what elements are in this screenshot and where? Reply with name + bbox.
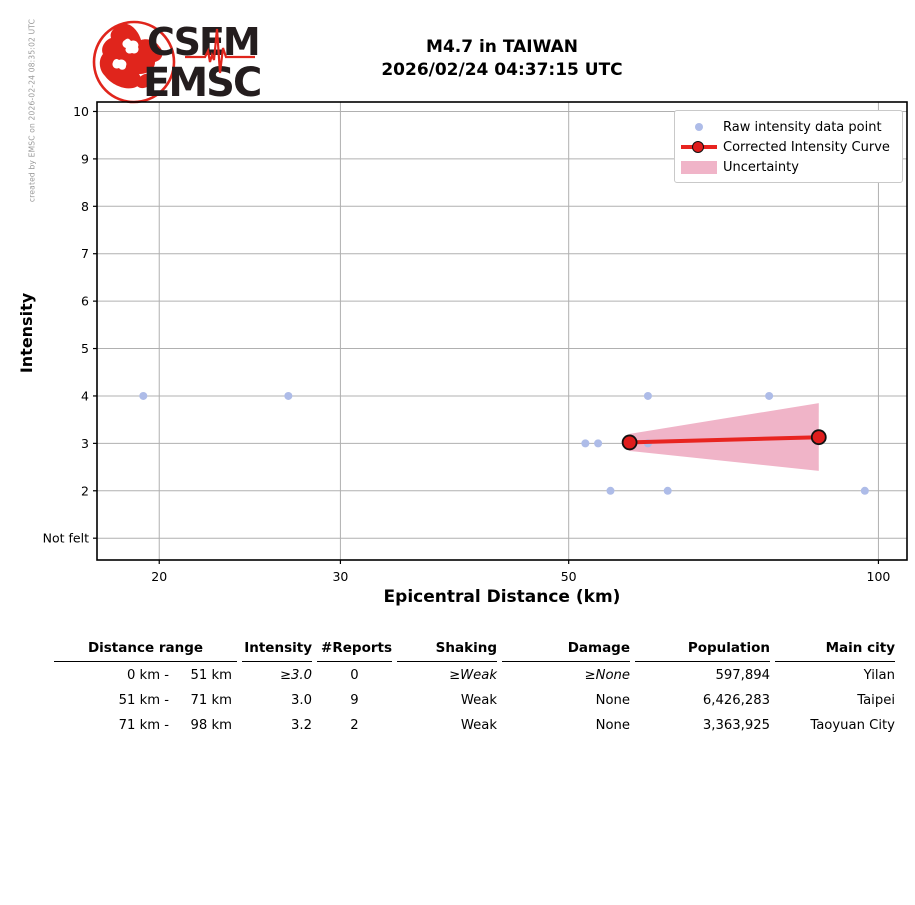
- cell-shaking: Weak: [460, 718, 497, 733]
- cell-population: 597,894: [715, 668, 770, 683]
- legend-item-uncertainty: Uncertainty: [675, 157, 902, 177]
- y-axis-label: Intensity: [17, 292, 36, 374]
- legend-item-curve: Corrected Intensity Curve: [675, 137, 902, 157]
- cell-distance-to: 71 km: [190, 693, 232, 708]
- header-main-city: Main city: [775, 638, 895, 662]
- cell-reports: 9: [350, 693, 359, 708]
- header-population: Population: [635, 638, 770, 662]
- svg-text:3: 3: [81, 436, 89, 451]
- legend-raw-label: Raw intensity data point: [723, 119, 882, 135]
- cell-reports: 0: [350, 668, 359, 683]
- header-intensity: Intensity: [242, 638, 312, 662]
- header-shaking: Shaking: [397, 638, 497, 662]
- svg-text:50: 50: [561, 569, 577, 584]
- svg-text:2: 2: [81, 483, 89, 498]
- cell-distance-to: 98 km: [190, 718, 232, 733]
- svg-text:100: 100: [867, 569, 891, 584]
- seismogram-icon: [185, 28, 255, 74]
- svg-text:10: 10: [73, 104, 89, 119]
- cell-main-city: Taoyuan City: [810, 718, 895, 733]
- page-title: M4.7 in TAIWAN 2026/02/24 04:37:15 UTC: [97, 36, 907, 82]
- emsc-logo: CSEM EMSC: [92, 20, 260, 105]
- cell-damage: None: [595, 718, 630, 733]
- header-reports: #Reports: [317, 638, 392, 662]
- header-damage: Damage: [502, 638, 630, 662]
- header-distance-range: Distance range: [54, 638, 237, 662]
- svg-text:7: 7: [81, 246, 89, 261]
- x-axis-label: Epicentral Distance (km): [383, 587, 621, 607]
- legend-item-raw: Raw intensity data point: [675, 117, 902, 137]
- impact-table: Distance range Intensity #Reports Shakin…: [49, 638, 900, 737]
- title-line-2: 2026/02/24 04:37:15 UTC: [381, 60, 623, 80]
- title-line-1: M4.7 in TAIWAN: [426, 37, 578, 57]
- cell-distance-from: 0 km -: [126, 668, 169, 683]
- cell-damage: ≥None: [584, 668, 630, 683]
- legend-curve-label: Corrected Intensity Curve: [723, 139, 890, 155]
- cell-intensity: 3.2: [291, 718, 312, 733]
- cell-intensity: 3.0: [291, 693, 312, 708]
- svg-text:Not felt: Not felt: [43, 531, 89, 546]
- chart-legend: Raw intensity data point Corrected Inten…: [674, 110, 903, 183]
- svg-text:8: 8: [81, 199, 89, 214]
- curve-marker-icon: [692, 140, 704, 153]
- svg-text:30: 30: [332, 569, 348, 584]
- cell-distance-to: 51 km: [190, 668, 232, 683]
- svg-text:4: 4: [81, 388, 89, 403]
- cell-damage: None: [595, 693, 630, 708]
- svg-text:6: 6: [81, 294, 89, 309]
- cell-main-city: Taipei: [857, 693, 895, 708]
- table-header-row: Distance range Intensity #Reports Shakin…: [54, 638, 895, 662]
- cell-intensity: ≥3.0: [279, 668, 312, 683]
- cell-distance-from: 51 km -: [118, 693, 169, 708]
- cell-population: 6,426,283: [702, 693, 770, 708]
- svg-text:5: 5: [81, 341, 89, 356]
- svg-text:9: 9: [81, 151, 89, 166]
- cell-shaking: Weak: [460, 693, 497, 708]
- table-row: 51 km - 71 km 3.0 9 Weak None 6,426,283 …: [54, 687, 895, 712]
- legend-uncertainty-label: Uncertainty: [723, 159, 799, 175]
- cell-shaking: ≥Weak: [449, 668, 497, 683]
- cell-reports: 2: [350, 718, 359, 733]
- table-row: 0 km - 51 km ≥3.0 0 ≥Weak ≥None 597,894 …: [54, 662, 895, 687]
- logo-text-emsc: EMSC: [143, 60, 260, 105]
- table-row: 71 km - 98 km 3.2 2 Weak None 3,363,925 …: [54, 712, 895, 737]
- raw-point-icon: [695, 123, 703, 131]
- intensity-distance-chart: 20 30 50 100 10 9 8 7 6 5 4 3 2 Not felt: [43, 101, 908, 584]
- svg-text:20: 20: [151, 569, 167, 584]
- cell-population: 3,363,925: [702, 718, 770, 733]
- cell-main-city: Yilan: [863, 668, 895, 683]
- uncertainty-band-icon: [681, 160, 717, 174]
- cell-distance-from: 71 km -: [118, 718, 169, 733]
